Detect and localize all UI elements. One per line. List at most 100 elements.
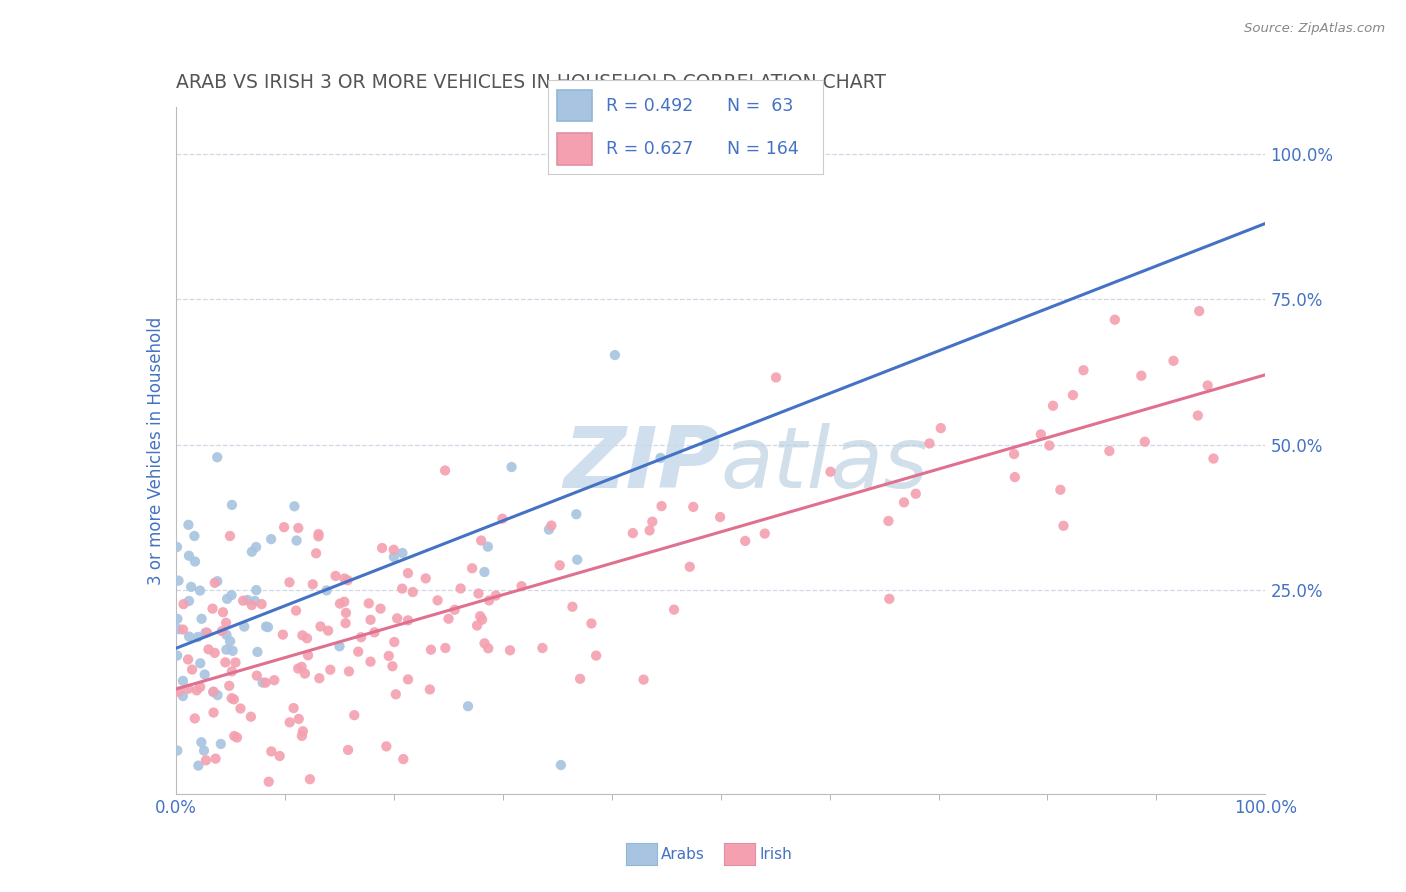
Point bbox=[201, 601, 224, 615]
Point bbox=[188, 657, 211, 671]
Point bbox=[457, 699, 479, 714]
Point bbox=[470, 533, 492, 548]
Point bbox=[396, 566, 419, 581]
Point bbox=[540, 518, 562, 533]
Point bbox=[385, 611, 408, 625]
Point bbox=[240, 545, 263, 559]
Point bbox=[295, 632, 318, 646]
Point bbox=[370, 601, 392, 615]
Point bbox=[333, 595, 356, 609]
Point bbox=[1188, 304, 1211, 318]
Point bbox=[215, 615, 238, 630]
Point bbox=[229, 701, 252, 715]
Point bbox=[291, 724, 314, 739]
Point bbox=[204, 751, 226, 765]
Point bbox=[1202, 451, 1225, 466]
Point bbox=[217, 591, 239, 606]
Point bbox=[187, 758, 209, 772]
Point bbox=[350, 630, 373, 644]
Point bbox=[308, 527, 330, 541]
Point bbox=[172, 623, 194, 637]
Point bbox=[273, 520, 295, 534]
Point bbox=[510, 579, 533, 593]
Point bbox=[638, 524, 661, 538]
Point bbox=[734, 533, 756, 548]
Point bbox=[243, 594, 266, 608]
Point bbox=[188, 680, 211, 694]
Point bbox=[470, 609, 492, 624]
Text: Irish: Irish bbox=[759, 847, 792, 862]
Point bbox=[357, 596, 380, 610]
Point bbox=[239, 709, 262, 723]
Point bbox=[682, 500, 704, 514]
Point bbox=[287, 662, 309, 676]
Point bbox=[186, 683, 208, 698]
Point bbox=[474, 565, 496, 579]
Point bbox=[195, 625, 218, 640]
Point bbox=[172, 689, 194, 703]
Point bbox=[221, 644, 243, 658]
Point bbox=[181, 663, 204, 677]
Point bbox=[426, 593, 449, 607]
Point bbox=[633, 673, 655, 687]
Point bbox=[207, 450, 229, 465]
Point bbox=[250, 597, 273, 611]
Point bbox=[221, 665, 243, 679]
Point bbox=[167, 574, 190, 588]
Point bbox=[202, 685, 225, 699]
Point bbox=[204, 575, 226, 590]
Point bbox=[709, 510, 731, 524]
Point bbox=[662, 602, 685, 616]
Point bbox=[337, 665, 360, 679]
Point bbox=[167, 622, 190, 636]
Point bbox=[207, 688, 229, 702]
Point bbox=[567, 552, 589, 566]
Point bbox=[343, 708, 366, 723]
Point bbox=[177, 652, 200, 666]
Point bbox=[1052, 518, 1074, 533]
Point bbox=[180, 580, 202, 594]
Point bbox=[1130, 368, 1153, 383]
Point bbox=[477, 641, 499, 656]
Point bbox=[188, 583, 211, 598]
Point bbox=[183, 529, 205, 543]
Point bbox=[1104, 312, 1126, 326]
Point bbox=[214, 656, 236, 670]
Point bbox=[402, 585, 425, 599]
Point bbox=[316, 624, 339, 638]
Text: R = 0.627: R = 0.627 bbox=[606, 140, 693, 158]
Point bbox=[391, 582, 413, 596]
Point bbox=[471, 613, 494, 627]
Point bbox=[246, 668, 269, 682]
Point bbox=[194, 667, 217, 681]
Point bbox=[1029, 427, 1052, 442]
Point bbox=[382, 635, 405, 649]
Point bbox=[278, 715, 301, 730]
Point bbox=[820, 465, 842, 479]
Point bbox=[187, 630, 209, 644]
Point bbox=[1163, 353, 1185, 368]
Point bbox=[415, 571, 437, 585]
Point bbox=[209, 737, 232, 751]
Point bbox=[477, 540, 499, 554]
Point bbox=[491, 512, 513, 526]
Point bbox=[603, 348, 626, 362]
Point bbox=[252, 675, 274, 690]
Point bbox=[283, 701, 305, 715]
Point bbox=[297, 648, 319, 663]
Point bbox=[309, 619, 332, 633]
Point bbox=[260, 744, 283, 758]
Point bbox=[1049, 483, 1071, 497]
Point bbox=[166, 743, 188, 757]
Point bbox=[166, 612, 188, 626]
Point bbox=[385, 687, 408, 701]
Point bbox=[194, 753, 217, 767]
Point bbox=[221, 691, 243, 706]
Point bbox=[271, 627, 294, 641]
Point bbox=[236, 593, 259, 607]
Point bbox=[283, 500, 305, 514]
Point bbox=[360, 613, 382, 627]
Point bbox=[193, 744, 215, 758]
Point bbox=[474, 636, 496, 650]
Point bbox=[190, 612, 212, 626]
